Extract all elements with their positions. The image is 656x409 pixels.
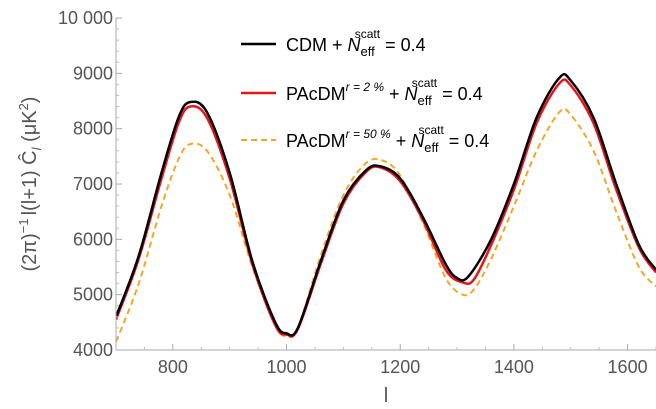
y-tick-label: 6000	[73, 229, 113, 249]
legend: CDM + Neffscatt = 0.4 PAcDMr = 2 % + Nef…	[241, 27, 489, 155]
curves-group	[116, 72, 656, 343]
y-tick-label: 10 000	[58, 8, 113, 28]
legend-label-cdm: CDM + Neffscatt = 0.4	[286, 27, 426, 59]
x-axis-title: l	[384, 385, 388, 407]
series-line-pacdm-50	[116, 107, 656, 343]
series-line-cdm	[116, 72, 656, 337]
legend-label-pacdm-2: PAcDMr = 2 % + Neffscatt = 0.4	[286, 76, 483, 108]
x-tick-label: 800	[158, 357, 188, 377]
legend-label-pacdm-50: PAcDMr = 50 % + Neffscatt = 0.4	[286, 123, 489, 155]
x-tick-label: 1200	[380, 357, 420, 377]
y-tick-label: 5000	[73, 285, 113, 305]
y-tick-label: 4000	[73, 340, 113, 360]
series-line-pacdm-2	[116, 78, 656, 338]
y-tick-label: 8000	[73, 119, 113, 139]
x-tick-label: 1400	[494, 357, 534, 377]
x-tick-label: 1600	[608, 357, 648, 377]
y-axis-title: (2π)−1l(l+1) Ĉl (μK2)	[16, 97, 44, 272]
plot-frame	[116, 18, 656, 350]
axes-group	[115, 18, 656, 351]
x-tick-label: 1000	[267, 357, 307, 377]
y-tick-label: 7000	[73, 174, 113, 194]
y-tick-label: 9000	[73, 63, 113, 83]
ticks-group: 800 1000 1200 1400 1600 4000 5000 6000 7000 8000 9…	[58, 8, 656, 377]
